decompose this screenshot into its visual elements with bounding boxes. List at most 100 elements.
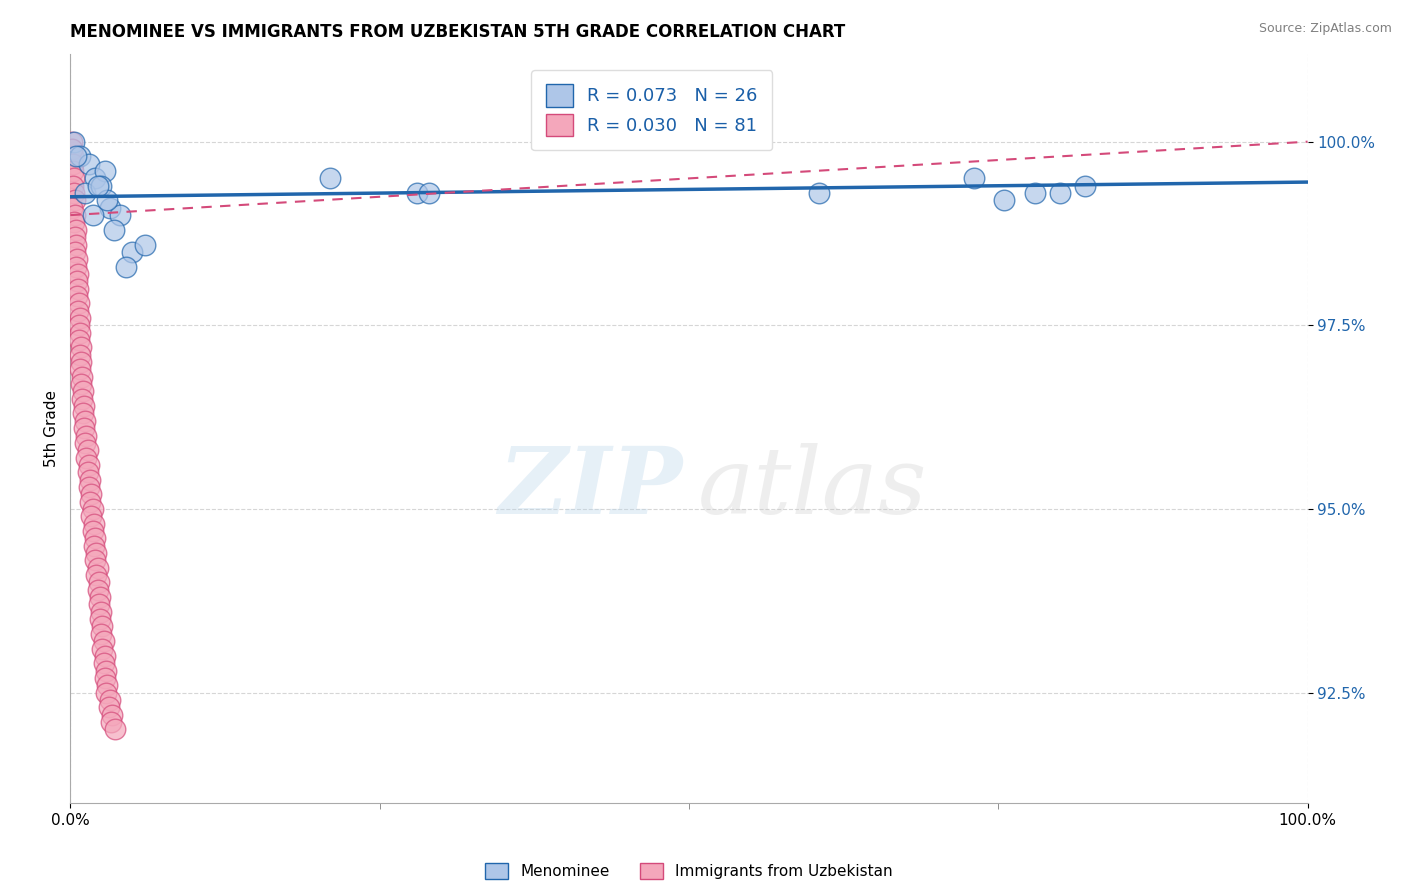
Point — [104, 723, 127, 737]
Point — [1074, 178, 1097, 193]
Text: Source: ZipAtlas.com: Source: ZipAtlas.com — [1258, 22, 1392, 36]
Point — [115, 260, 138, 274]
Point — [93, 657, 115, 671]
Point — [87, 598, 110, 612]
Point — [69, 326, 91, 340]
Point — [93, 634, 115, 648]
Point — [84, 546, 107, 560]
Point — [103, 223, 125, 237]
Point — [1024, 186, 1046, 200]
Point — [75, 450, 97, 465]
Point — [69, 149, 91, 163]
Point — [807, 186, 830, 200]
Point — [101, 707, 124, 722]
Point — [96, 194, 118, 208]
Point — [90, 178, 112, 193]
Point — [86, 560, 108, 574]
Point — [70, 392, 93, 406]
Point — [79, 494, 101, 508]
Point — [60, 201, 83, 215]
Legend: Menominee, Immigrants from Uzbekistan: Menominee, Immigrants from Uzbekistan — [478, 855, 900, 887]
Point — [89, 612, 111, 626]
Point — [962, 171, 984, 186]
Point — [67, 333, 90, 347]
Point — [84, 568, 107, 582]
Point — [77, 458, 100, 472]
Point — [75, 428, 97, 442]
Point — [63, 171, 86, 186]
Point — [69, 348, 91, 362]
Point — [62, 149, 84, 163]
Point — [70, 355, 93, 369]
Point — [60, 135, 83, 149]
Point — [76, 465, 98, 479]
Point — [90, 605, 112, 619]
Point — [66, 267, 89, 281]
Point — [65, 244, 87, 259]
Point — [405, 186, 427, 200]
Point — [67, 296, 90, 310]
Y-axis label: 5th Grade: 5th Grade — [44, 390, 59, 467]
Point — [65, 223, 87, 237]
Point — [63, 230, 86, 244]
Text: atlas: atlas — [697, 443, 928, 533]
Point — [69, 340, 91, 354]
Point — [84, 553, 107, 567]
Point — [84, 171, 107, 186]
Point — [70, 377, 93, 392]
Point — [65, 260, 87, 274]
Point — [66, 274, 89, 288]
Point — [72, 407, 94, 421]
Point — [75, 414, 97, 428]
Point — [993, 194, 1015, 208]
Point — [91, 641, 114, 656]
Point — [91, 619, 114, 633]
Text: ZIP: ZIP — [498, 443, 682, 533]
Point — [108, 208, 131, 222]
Point — [86, 178, 108, 193]
Point — [77, 157, 100, 171]
Point — [319, 171, 342, 186]
Point — [65, 208, 87, 222]
Point — [65, 149, 87, 163]
Point — [73, 399, 96, 413]
Point — [83, 539, 105, 553]
Point — [418, 186, 440, 200]
Point — [69, 362, 91, 376]
Point — [98, 693, 121, 707]
Point — [66, 252, 89, 267]
Point — [67, 318, 90, 333]
Point — [97, 700, 120, 714]
Point — [94, 648, 117, 663]
Point — [98, 201, 121, 215]
Point — [65, 237, 87, 252]
Point — [96, 664, 118, 678]
Point — [79, 473, 101, 487]
Point — [75, 186, 97, 200]
Point — [73, 421, 96, 435]
Point — [63, 194, 86, 208]
Point — [63, 135, 86, 149]
Text: MENOMINEE VS IMMIGRANTS FROM UZBEKISTAN 5TH GRADE CORRELATION CHART: MENOMINEE VS IMMIGRANTS FROM UZBEKISTAN … — [70, 23, 845, 41]
Point — [62, 164, 84, 178]
Point — [62, 157, 84, 171]
Point — [72, 384, 94, 399]
Point — [66, 303, 89, 318]
Point — [96, 678, 118, 692]
Point — [62, 178, 84, 193]
Point — [66, 289, 89, 303]
Point — [67, 282, 90, 296]
Point — [62, 186, 84, 200]
Point — [82, 524, 104, 538]
Point — [80, 509, 103, 524]
Point — [121, 244, 143, 259]
Point — [82, 502, 104, 516]
Point — [84, 532, 107, 546]
Point — [86, 582, 108, 597]
Point — [70, 369, 93, 384]
Point — [63, 215, 86, 229]
Point — [89, 590, 111, 604]
Point — [94, 164, 117, 178]
Point — [83, 516, 105, 531]
Point — [87, 575, 110, 590]
